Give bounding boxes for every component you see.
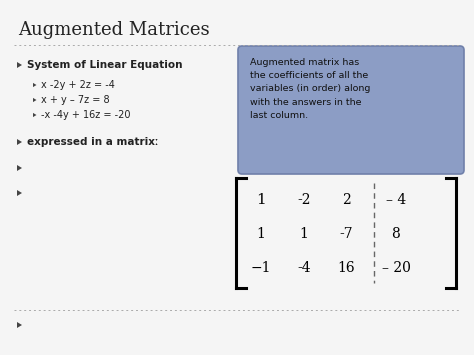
Text: – 4: – 4 xyxy=(386,193,406,207)
Text: x -2y + 2z = -4: x -2y + 2z = -4 xyxy=(41,80,115,90)
Text: Augmented Matrices: Augmented Matrices xyxy=(18,21,210,39)
Text: 16: 16 xyxy=(337,261,355,275)
Text: 1: 1 xyxy=(256,227,265,241)
Text: x + y – 7z = 8: x + y – 7z = 8 xyxy=(41,95,109,105)
Text: -x -4y + 16z = -20: -x -4y + 16z = -20 xyxy=(41,110,130,120)
Polygon shape xyxy=(17,139,22,145)
Text: 2: 2 xyxy=(342,193,350,207)
FancyBboxPatch shape xyxy=(238,46,464,174)
Text: 1: 1 xyxy=(300,227,309,241)
Text: −1: −1 xyxy=(251,261,271,275)
Text: System of Linear Equation: System of Linear Equation xyxy=(27,60,182,70)
Polygon shape xyxy=(17,190,22,196)
Polygon shape xyxy=(17,165,22,171)
Text: -7: -7 xyxy=(339,227,353,241)
Polygon shape xyxy=(33,83,36,87)
Text: 8: 8 xyxy=(392,227,401,241)
Text: Augmented matrix has
the coefficients of all the
variables (in order) along
with: Augmented matrix has the coefficients of… xyxy=(250,58,370,120)
Polygon shape xyxy=(17,62,22,68)
Polygon shape xyxy=(33,113,36,117)
Text: expressed in a matrixː: expressed in a matrixː xyxy=(27,137,158,147)
Polygon shape xyxy=(33,98,36,102)
Text: – 20: – 20 xyxy=(382,261,410,275)
Text: -2: -2 xyxy=(297,193,311,207)
Text: 1: 1 xyxy=(256,193,266,207)
Text: -4: -4 xyxy=(297,261,311,275)
Polygon shape xyxy=(17,322,22,328)
